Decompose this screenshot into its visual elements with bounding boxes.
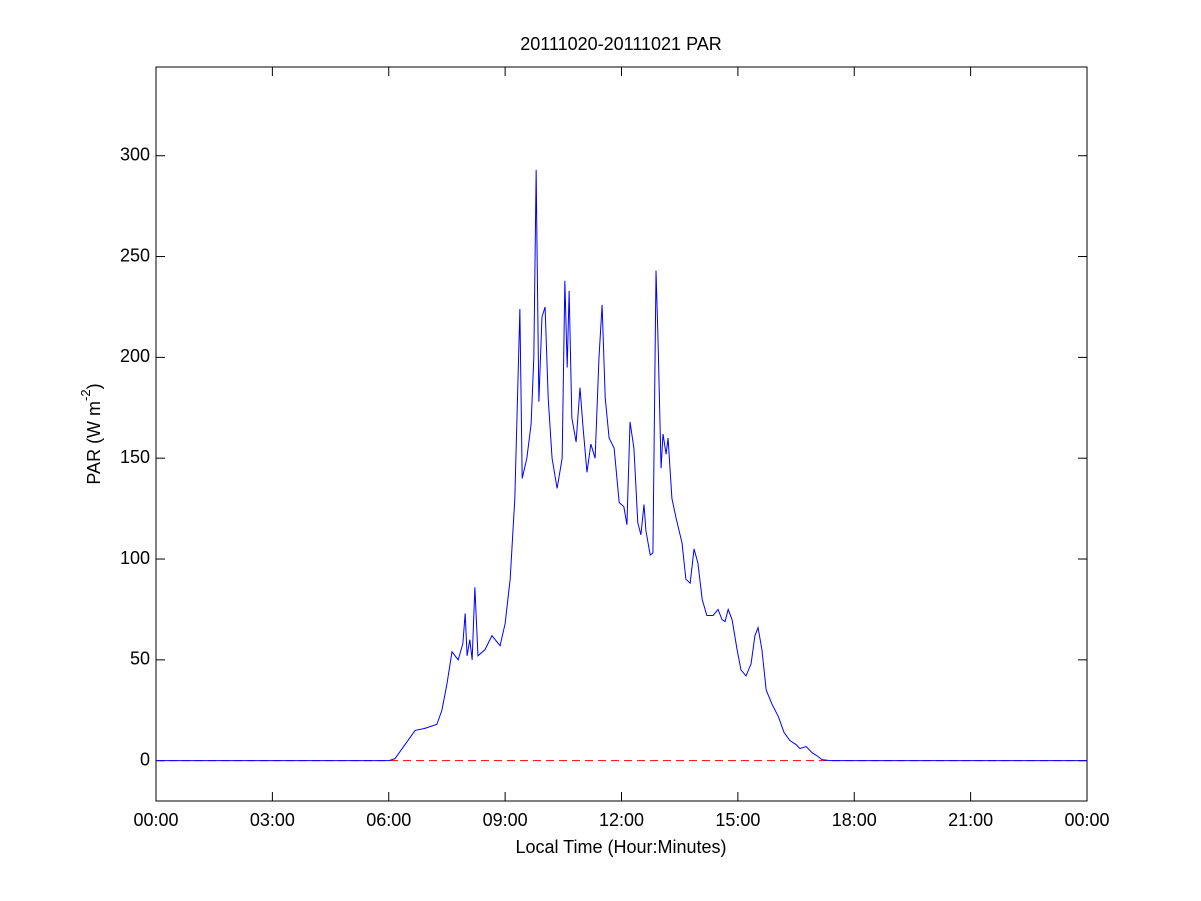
y-axis-label-sup: -2 — [78, 389, 93, 401]
x-tick-label: 12:00 — [599, 810, 644, 830]
x-tick-label: 18:00 — [832, 810, 877, 830]
x-tick-label: 21:00 — [948, 810, 993, 830]
x-tick-label: 00:00 — [1064, 810, 1109, 830]
y-axis-label: PAR (W m-2) — [78, 383, 103, 484]
y-tick-label: 100 — [120, 548, 150, 568]
x-tick-label: 15:00 — [715, 810, 760, 830]
x-axis-label: Local Time (Hour:Minutes) — [515, 837, 726, 857]
chart-title: 20111020-20111021 PAR — [520, 34, 722, 54]
y-axis-label-main: PAR (W m — [84, 401, 104, 485]
y-tick-label: 250 — [120, 245, 150, 265]
y-axis-label-end: ) — [84, 383, 104, 389]
y-tick-label: 50 — [130, 649, 150, 669]
x-tick-label: 09:00 — [483, 810, 528, 830]
y-tick-label: 200 — [120, 346, 150, 366]
y-tick-label: 300 — [120, 144, 150, 164]
y-tick-label: 150 — [120, 447, 150, 467]
x-tick-label: 06:00 — [366, 810, 411, 830]
x-tick-label: 00:00 — [133, 810, 178, 830]
data-line — [156, 169, 1087, 762]
y-tick-label: 0 — [140, 749, 150, 769]
x-tick-label: 03:00 — [250, 810, 295, 830]
plot-area — [155, 66, 1088, 802]
